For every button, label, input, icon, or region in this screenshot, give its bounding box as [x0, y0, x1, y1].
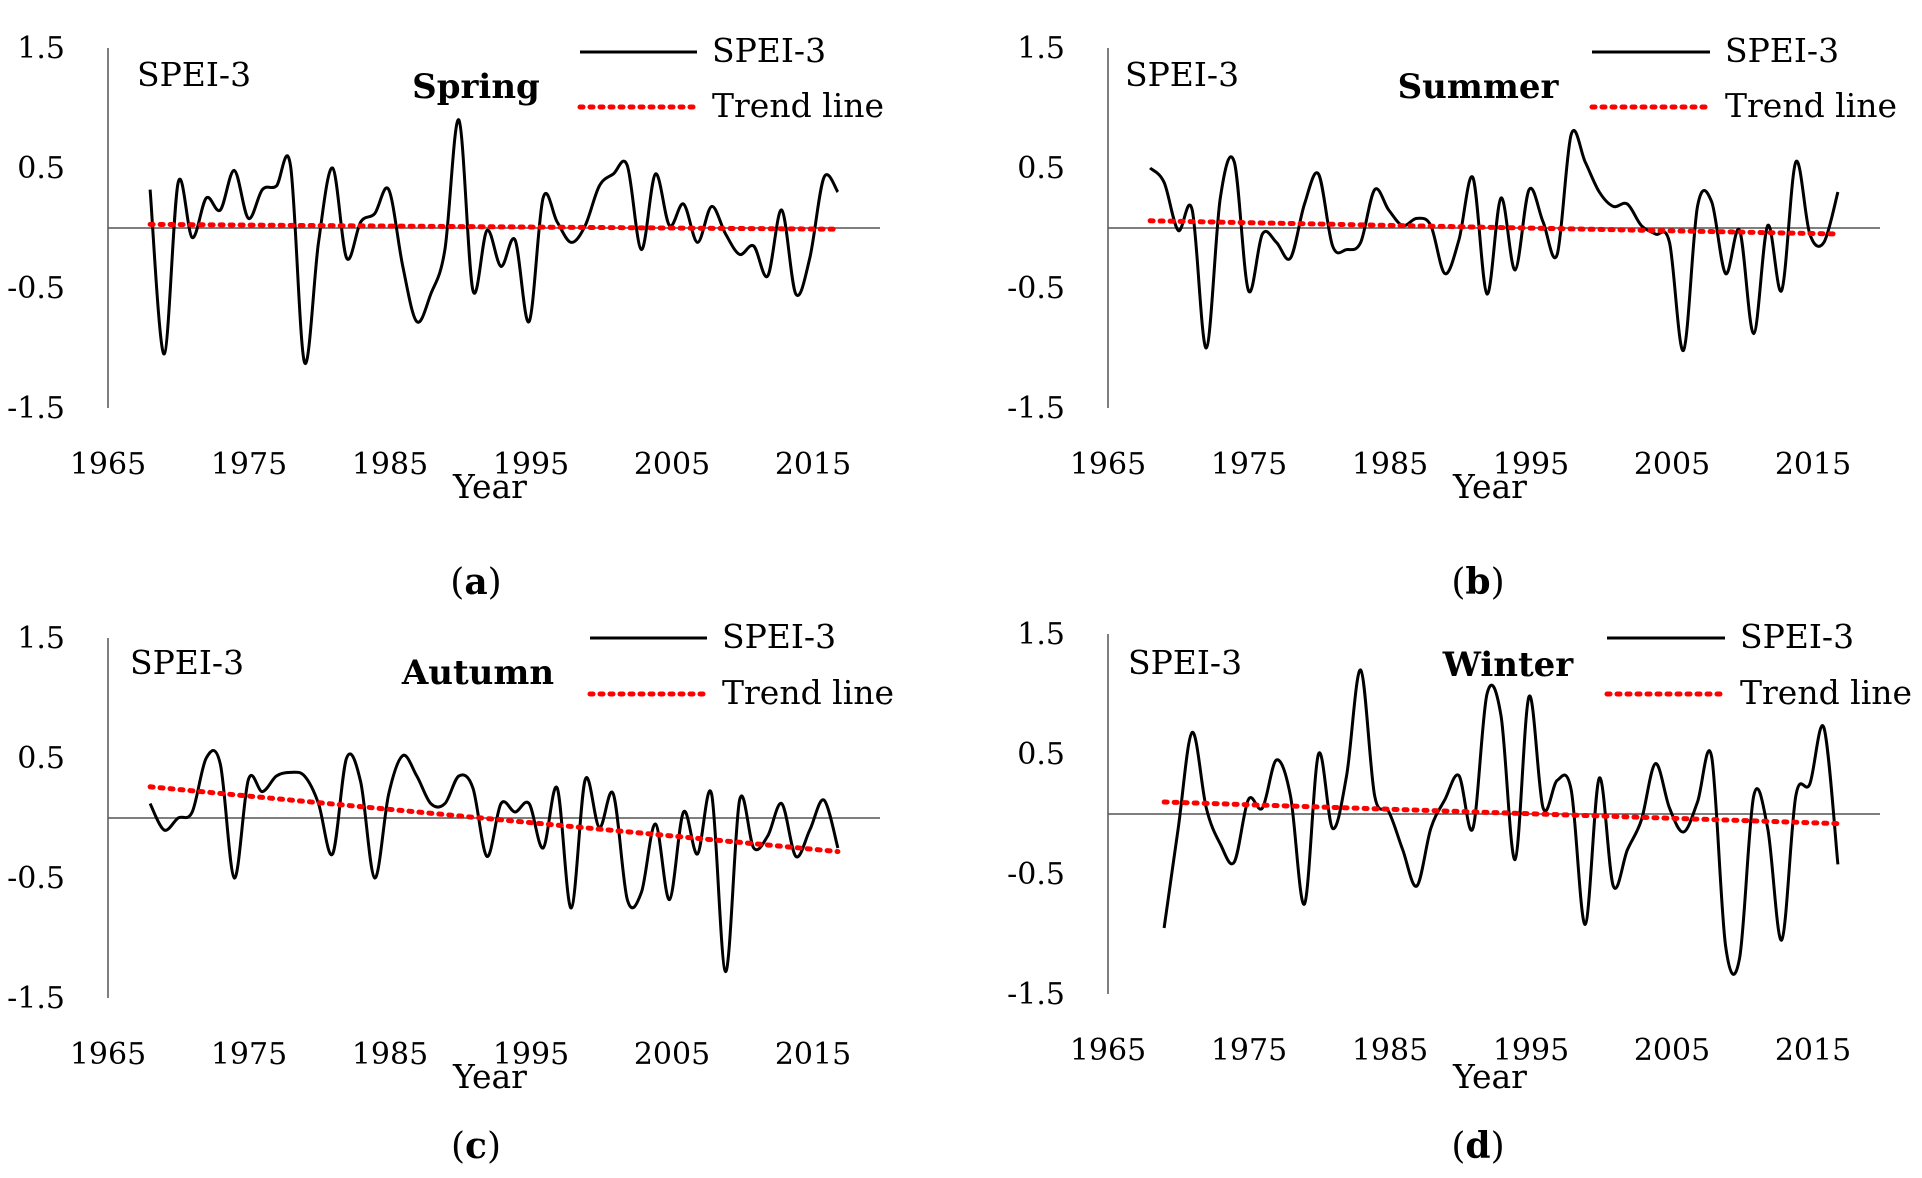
y-tick-label: -0.5	[1007, 271, 1065, 306]
y-tick-label: -1.5	[7, 981, 65, 1016]
panel-label: (d)	[1451, 1125, 1504, 1167]
legend-label-trend: Trend line	[1725, 86, 1897, 125]
y-tick-label: 1.5	[17, 621, 65, 656]
x-tick-label: 1965	[1070, 447, 1146, 482]
x-tick-label: 1985	[352, 447, 428, 482]
x-axis-title: Year	[1452, 467, 1527, 506]
legend-label-trend: Trend line	[1740, 673, 1912, 712]
y-tick-label: 1.5	[1017, 617, 1065, 652]
panel-label: (a)	[450, 561, 501, 603]
x-tick-label: 1995	[1493, 447, 1569, 482]
panel-spring: 1.5 0.5 -0.5 -1.5 1965 1975 1985 1995 20…	[7, 31, 884, 603]
x-axis-title: Year	[1452, 1057, 1527, 1096]
panel-summer: 1.5 0.5 -0.5 -1.5 1965 1975 1985 1995 20…	[1007, 31, 1897, 603]
y-tick-label: -1.5	[1007, 977, 1065, 1012]
x-tick-label: 1975	[211, 447, 287, 482]
x-tick-label: 1975	[1211, 1033, 1287, 1068]
x-tick-label: 1985	[1352, 447, 1428, 482]
panel-letter: a	[464, 561, 487, 603]
panel-label: (b)	[1451, 561, 1504, 603]
x-tick-label: 2015	[775, 447, 851, 482]
legend-label-spei3: SPEI-3	[1725, 31, 1839, 70]
x-axis-title: Year	[452, 467, 527, 506]
spei3-series-line	[1162, 668, 1840, 976]
x-tick-label: 1965	[70, 1037, 146, 1072]
x-tick-label: 1985	[1352, 1033, 1428, 1068]
y-tick-label: -0.5	[7, 271, 65, 306]
y-tick-label: 0.5	[17, 741, 65, 776]
spei3-series-line	[1149, 129, 1840, 352]
trend-line	[147, 784, 841, 855]
y-tick-label: 0.5	[1017, 151, 1065, 186]
x-tick-label: 1985	[352, 1037, 428, 1072]
x-tick-label: 1995	[1493, 1033, 1569, 1068]
trend-line	[1147, 218, 1841, 237]
panel-autumn: 1.5 0.5 -0.5 -1.5 1965 1975 1985 1995 20…	[7, 617, 894, 1167]
y-tick-label: -1.5	[1007, 391, 1065, 426]
x-tick-label: 2005	[1634, 447, 1710, 482]
y-tick-label: -0.5	[1007, 857, 1065, 892]
x-tick-label: 2005	[634, 1037, 710, 1072]
x-tick-label: 2005	[1634, 1033, 1710, 1068]
x-tick-label: 1965	[1070, 1033, 1146, 1068]
x-tick-label: 1975	[211, 1037, 287, 1072]
spei3-series-line	[148, 118, 840, 365]
legend-label-spei3: SPEI-3	[1740, 617, 1854, 656]
panel-label: (c)	[451, 1125, 501, 1167]
series-tag: SPEI-3	[137, 55, 251, 94]
x-tick-label: 1975	[1211, 447, 1287, 482]
panel-title: Spring	[412, 67, 540, 107]
legend-label-trend: Trend line	[722, 673, 894, 712]
y-tick-label: -1.5	[7, 391, 65, 426]
x-tick-label: 2015	[1775, 447, 1851, 482]
series-tag: SPEI-3	[130, 643, 244, 682]
panel-title: Autumn	[401, 653, 554, 693]
x-tick-label: 2015	[775, 1037, 851, 1072]
legend-label-trend: Trend line	[712, 86, 884, 125]
x-tick-label: 1995	[493, 447, 569, 482]
series-tag: SPEI-3	[1125, 55, 1239, 94]
x-tick-label: 2015	[1775, 1033, 1851, 1068]
panel-title: Summer	[1398, 67, 1560, 107]
panel-letter: d	[1465, 1125, 1490, 1167]
series-tag: SPEI-3	[1128, 643, 1242, 682]
y-tick-label: 1.5	[17, 31, 65, 66]
x-tick-label: 1965	[70, 447, 146, 482]
legend-label-spei3: SPEI-3	[712, 31, 826, 70]
y-tick-label: -0.5	[7, 861, 65, 896]
panel-letter: b	[1465, 561, 1490, 603]
spei3-series-line	[148, 749, 840, 974]
x-tick-label: 1995	[493, 1037, 569, 1072]
trend-line	[1161, 799, 1841, 827]
legend-label-spei3: SPEI-3	[722, 617, 836, 656]
x-tick-label: 2005	[634, 447, 710, 482]
panel-title: Winter	[1442, 645, 1575, 685]
panel-winter: 1.5 0.5 -0.5 -1.5 1965 1975 1985 1995 20…	[1007, 617, 1912, 1167]
y-tick-label: 1.5	[1017, 31, 1065, 66]
x-axis-title: Year	[452, 1057, 527, 1096]
y-tick-label: 0.5	[1017, 737, 1065, 772]
panel-letter: c	[465, 1125, 487, 1167]
trend-line	[147, 221, 841, 232]
y-tick-label: 0.5	[17, 151, 65, 186]
